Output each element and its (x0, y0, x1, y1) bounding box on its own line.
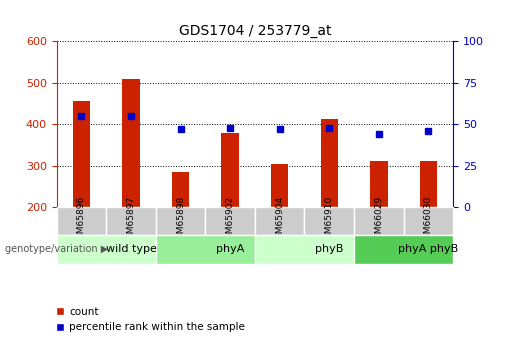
Text: GSM65897: GSM65897 (127, 196, 135, 245)
Text: phyB: phyB (315, 244, 344, 254)
Text: wild type: wild type (106, 244, 157, 254)
Bar (172, 172, 189, 207)
Bar (205, 207, 255, 235)
Bar (123, 79, 140, 207)
Bar (404, 207, 453, 235)
Bar (106, 207, 156, 235)
Bar (321, 119, 338, 207)
Text: phyA: phyA (216, 244, 244, 254)
Bar (255, 207, 304, 235)
Bar (73, 101, 90, 207)
Bar (354, 207, 404, 235)
Text: GSM66030: GSM66030 (424, 196, 433, 245)
Bar (221, 133, 239, 207)
Text: GSM65898: GSM65898 (176, 196, 185, 245)
Bar (156, 235, 255, 264)
Bar (354, 235, 453, 264)
Bar (420, 161, 437, 207)
Bar (57, 207, 106, 235)
Bar (271, 164, 288, 207)
Title: GDS1704 / 253779_at: GDS1704 / 253779_at (179, 23, 331, 38)
Text: GSM65902: GSM65902 (226, 196, 235, 245)
Text: genotype/variation ▶: genotype/variation ▶ (5, 244, 108, 254)
Bar (57, 235, 156, 264)
Bar (370, 161, 387, 207)
Text: GSM66029: GSM66029 (374, 196, 383, 245)
Text: phyA phyB: phyA phyB (398, 244, 458, 254)
Bar (156, 207, 205, 235)
Text: GSM65904: GSM65904 (275, 196, 284, 245)
Bar (255, 235, 354, 264)
Text: GSM65910: GSM65910 (325, 196, 334, 245)
Legend: count, percentile rank within the sample: count, percentile rank within the sample (52, 303, 249, 336)
Text: GSM65896: GSM65896 (77, 196, 86, 245)
Bar (304, 207, 354, 235)
